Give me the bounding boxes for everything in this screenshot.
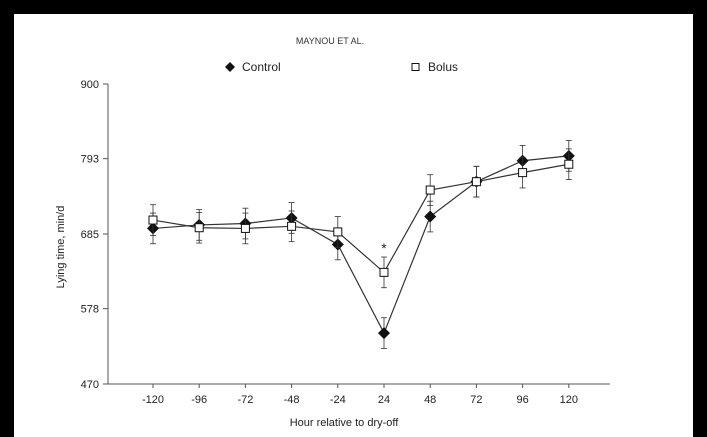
y-axis-label: Lying time, min/d xyxy=(55,206,67,289)
x-tick-label: -48 xyxy=(284,394,300,406)
series-line-bolus xyxy=(152,163,569,274)
y-tick-label: 900 xyxy=(81,79,99,91)
y-tick-label: 470 xyxy=(81,379,99,391)
axes: 470 578 685 793 900 -120 -96 -72 -48 -24 24 48 72 96 1… xyxy=(81,79,610,406)
legend-marker-control-diamond-icon xyxy=(225,62,235,72)
lying-time-chart: MAYNOU ET AL. Control Bolus 470 578 685 793… xyxy=(55,36,610,429)
data-point-control xyxy=(424,210,437,223)
data-point-bolus xyxy=(471,177,481,187)
legend-item-control: Control xyxy=(225,60,281,74)
series-line-control xyxy=(152,155,569,335)
x-tick-label: 24 xyxy=(378,394,390,406)
legend-marker-bolus-square-icon xyxy=(411,63,420,71)
y-tick-label: 578 xyxy=(81,304,99,316)
legend-item-bolus: Bolus xyxy=(411,60,458,74)
data-point-bolus xyxy=(333,227,343,237)
data-point-bolus xyxy=(518,168,528,178)
x-tick-label: -72 xyxy=(237,394,253,406)
data-point-bolus xyxy=(425,185,435,195)
legend: Control Bolus xyxy=(225,60,458,74)
x-tick-label: 72 xyxy=(470,394,482,406)
x-tick-label: 48 xyxy=(424,394,436,406)
y-tick-label: 793 xyxy=(81,154,99,166)
x-axis-label: Hour relative to dry-off xyxy=(290,417,400,429)
data-point-bolus xyxy=(194,223,204,233)
data-point-control xyxy=(378,327,390,340)
legend-label-bolus: Bolus xyxy=(428,60,458,74)
figure-sheet: MAYNOU ET AL. Control Bolus 470 578 685 793… xyxy=(14,14,693,437)
x-tick-label: -96 xyxy=(191,394,207,406)
plot-area: * xyxy=(147,140,575,349)
x-tick-label: 120 xyxy=(560,394,578,406)
x-tick-label: -120 xyxy=(142,394,164,406)
data-point-bolus xyxy=(287,221,297,231)
significance-marker: * xyxy=(381,240,387,256)
x-tick-label: -24 xyxy=(330,394,346,406)
data-point-bolus xyxy=(148,215,158,225)
legend-label-control: Control xyxy=(242,60,281,74)
x-tick-label: 96 xyxy=(516,394,528,406)
data-point-bolus xyxy=(240,223,250,233)
data-point-bolus xyxy=(379,267,389,277)
y-tick-label: 685 xyxy=(81,229,99,241)
data-point-bolus xyxy=(564,159,574,169)
running-head: MAYNOU ET AL. xyxy=(296,36,364,46)
